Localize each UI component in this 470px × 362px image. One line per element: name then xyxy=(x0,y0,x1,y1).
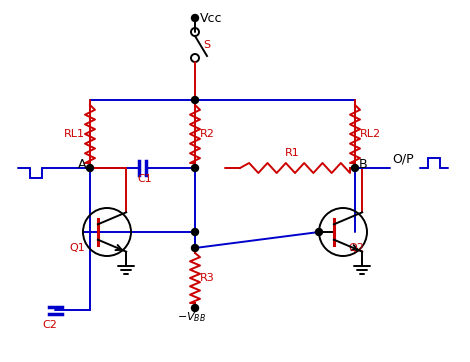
Circle shape xyxy=(191,14,198,21)
Circle shape xyxy=(191,228,198,236)
Text: RL2: RL2 xyxy=(360,129,381,139)
Text: O/P: O/P xyxy=(392,153,414,166)
Text: S: S xyxy=(203,40,210,50)
Text: C1: C1 xyxy=(138,174,152,184)
Text: Q2: Q2 xyxy=(348,243,364,253)
Text: A: A xyxy=(78,159,86,172)
Circle shape xyxy=(191,244,198,252)
Circle shape xyxy=(191,97,198,104)
Circle shape xyxy=(86,164,94,172)
Circle shape xyxy=(191,164,198,172)
Text: R1: R1 xyxy=(285,148,300,158)
Text: Q1: Q1 xyxy=(69,243,85,253)
Text: R2: R2 xyxy=(200,129,215,139)
Text: R3: R3 xyxy=(200,273,215,283)
Circle shape xyxy=(315,228,322,236)
Text: C2: C2 xyxy=(43,320,57,330)
Circle shape xyxy=(191,304,198,311)
Text: RL1: RL1 xyxy=(64,129,85,139)
Text: Vcc: Vcc xyxy=(200,12,222,25)
Circle shape xyxy=(352,164,359,172)
Text: $-V_{BB}$: $-V_{BB}$ xyxy=(178,310,206,324)
Text: B: B xyxy=(359,159,368,172)
